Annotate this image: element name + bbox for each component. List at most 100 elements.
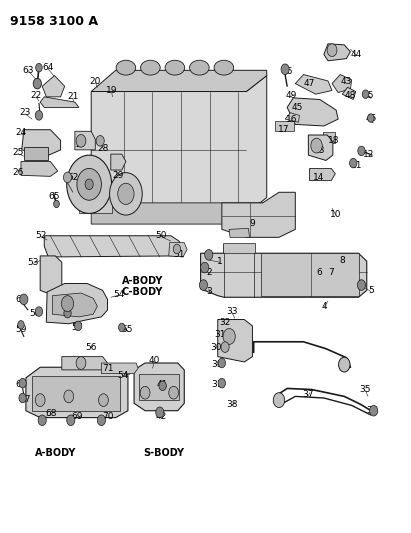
Circle shape [85,179,93,190]
Polygon shape [22,130,60,156]
Text: 32: 32 [219,318,231,327]
Bar [139,374,179,400]
Text: 28: 28 [98,144,109,153]
Polygon shape [62,357,108,370]
Text: 71: 71 [103,364,114,373]
Text: 33: 33 [226,307,238,316]
Text: 60: 60 [15,295,27,304]
Circle shape [67,155,112,214]
Polygon shape [134,363,184,411]
Circle shape [218,378,226,388]
Circle shape [77,168,102,200]
Circle shape [96,135,104,146]
Text: 44: 44 [351,50,362,59]
Text: 1: 1 [217,257,223,265]
Circle shape [311,138,322,153]
Circle shape [169,386,178,399]
Circle shape [362,90,369,99]
Text: 35: 35 [360,385,371,394]
Polygon shape [111,154,126,170]
Text: 57: 57 [71,323,83,332]
Bar [79,190,112,214]
Text: 25: 25 [12,148,23,157]
Bar [275,121,295,131]
Ellipse shape [214,60,234,75]
Polygon shape [21,161,58,176]
Polygon shape [296,75,332,94]
Circle shape [64,390,74,403]
Text: 55: 55 [121,325,133,334]
Circle shape [173,244,180,254]
Polygon shape [229,228,249,237]
Polygon shape [102,363,138,374]
Circle shape [99,394,109,407]
Ellipse shape [189,60,209,75]
Text: 27: 27 [75,140,87,149]
Circle shape [20,294,28,305]
Circle shape [19,393,26,403]
Circle shape [367,114,374,122]
Text: 39: 39 [211,360,223,369]
Polygon shape [26,367,128,418]
Text: 56: 56 [85,343,97,352]
Circle shape [369,406,378,416]
Circle shape [339,357,350,372]
Text: 6: 6 [316,268,322,277]
Circle shape [118,183,134,205]
Circle shape [74,321,82,330]
Polygon shape [91,203,267,224]
Text: 13: 13 [314,147,326,156]
Text: 45: 45 [292,103,303,112]
Polygon shape [40,256,62,296]
Polygon shape [285,113,299,122]
Text: 49: 49 [286,91,297,100]
Ellipse shape [165,60,185,75]
Circle shape [159,381,166,391]
Text: 52: 52 [36,231,47,240]
Text: 15: 15 [363,91,374,100]
Text: 21: 21 [67,92,79,101]
Text: 31: 31 [214,330,226,339]
Polygon shape [91,70,267,92]
Text: 62: 62 [67,173,79,182]
Text: 10: 10 [330,210,342,219]
Text: 11: 11 [351,161,362,170]
Circle shape [350,158,357,168]
Text: 3: 3 [207,287,212,296]
Circle shape [97,415,106,425]
Text: 19: 19 [106,86,118,95]
Bar [32,376,120,411]
Circle shape [357,280,365,290]
Text: 9158 3100 A: 9158 3100 A [9,14,97,28]
Polygon shape [261,253,358,296]
Text: 69: 69 [71,411,83,421]
Text: 16: 16 [286,115,298,124]
Text: 48: 48 [345,91,356,100]
Polygon shape [308,135,333,160]
Text: 68: 68 [46,409,57,418]
Text: 64: 64 [43,63,54,72]
Text: 58: 58 [29,309,41,318]
Bar [223,243,255,253]
Circle shape [63,172,72,183]
Text: 47: 47 [304,79,315,88]
Circle shape [205,249,213,260]
Text: 5: 5 [368,286,374,295]
Text: 42: 42 [156,411,167,421]
Circle shape [110,173,142,215]
Text: 29: 29 [112,171,123,180]
Text: 24: 24 [15,128,27,138]
Circle shape [61,296,74,312]
Polygon shape [46,284,108,324]
Circle shape [223,328,236,344]
Polygon shape [309,168,335,181]
Circle shape [327,44,337,56]
Polygon shape [75,131,95,150]
Circle shape [218,358,226,368]
Text: S-BODY: S-BODY [143,448,185,458]
Polygon shape [287,98,338,126]
Polygon shape [342,87,356,100]
Circle shape [19,378,26,388]
Circle shape [156,407,164,418]
Text: 8: 8 [339,256,345,265]
